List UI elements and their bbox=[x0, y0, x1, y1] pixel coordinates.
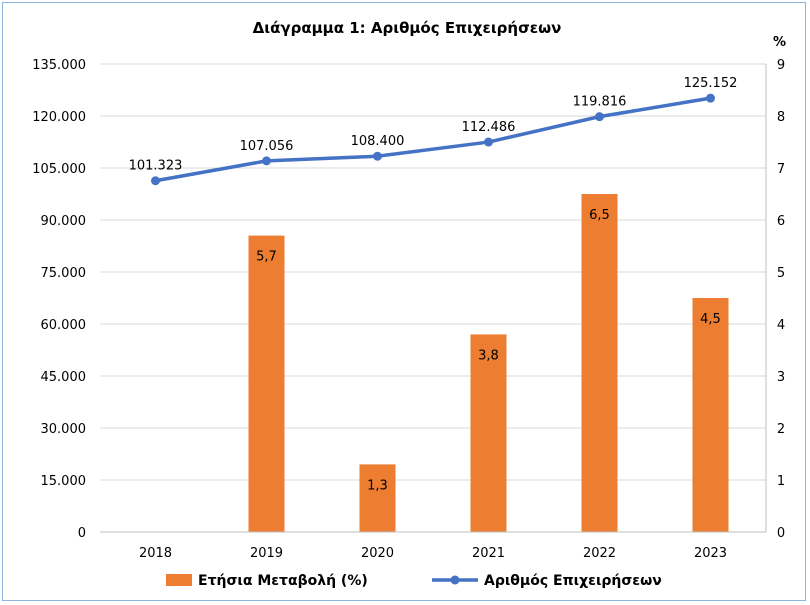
x-axis-tick-label: 2020 bbox=[361, 546, 394, 561]
right-axis-tick-label: 0 bbox=[777, 526, 785, 541]
line-point bbox=[595, 112, 604, 122]
bar-data-label: 6,5 bbox=[589, 208, 610, 223]
bar-data-label: 5,7 bbox=[256, 250, 277, 265]
line-data-label: 101.323 bbox=[129, 159, 183, 174]
line-point bbox=[151, 176, 160, 186]
bar bbox=[692, 298, 729, 532]
x-axis-tick-label: 2018 bbox=[139, 546, 172, 561]
left-axis-tick-label: 15.000 bbox=[41, 474, 87, 489]
x-axis-tick-label: 2021 bbox=[472, 546, 505, 561]
x-axis-tick-label: 2019 bbox=[250, 546, 283, 561]
bar bbox=[581, 194, 618, 532]
right-axis-tick-label: 8 bbox=[777, 110, 785, 125]
x-axis-tick-label: 2022 bbox=[583, 546, 616, 561]
line-data-label: 119.816 bbox=[573, 95, 627, 110]
legend-bar-swatch bbox=[166, 574, 192, 586]
axes: 015.00030.00045.00060.00075.00090.000105… bbox=[32, 58, 785, 561]
bar-data-label: 4,5 bbox=[700, 312, 721, 327]
right-axis-tick-label: 1 bbox=[777, 474, 785, 489]
right-axis-tick-label: 4 bbox=[777, 318, 785, 333]
bar-data-label: 3,8 bbox=[478, 348, 499, 363]
series-line bbox=[153, 96, 713, 183]
legend-bar-label: Ετήσια Μεταβολή (%) bbox=[198, 573, 368, 589]
right-axis-tick-label: 6 bbox=[777, 214, 785, 229]
left-axis-tick-label: 135.000 bbox=[32, 58, 86, 73]
line-series: 101.323 107.056 108.400 112.486 119.816 125.1… bbox=[129, 76, 738, 186]
left-axis-tick-label: 60.000 bbox=[41, 318, 87, 333]
line-point bbox=[373, 151, 382, 161]
left-axis-tick-label: 90.000 bbox=[41, 214, 87, 229]
x-axis-tick-label: 2023 bbox=[694, 546, 727, 561]
bar-series: 5,7 1,3 3,8 6,5 4,5 bbox=[248, 194, 729, 532]
right-axis-tick-label: 7 bbox=[777, 162, 785, 177]
line-data-label: 112.486 bbox=[462, 120, 516, 135]
line-data-label: 107.056 bbox=[240, 139, 294, 154]
right-axis-unit: % bbox=[773, 35, 786, 50]
left-axis-tick-label: 120.000 bbox=[32, 110, 86, 125]
legend-line-marker bbox=[450, 575, 460, 585]
legend: Ετήσια Μεταβολή (%) Αριθμός Επιχειρήσεων bbox=[166, 573, 662, 589]
bar bbox=[248, 235, 285, 532]
left-axis-tick-label: 0 bbox=[78, 526, 86, 541]
line-point bbox=[706, 93, 715, 103]
line-point bbox=[262, 156, 271, 166]
right-axis-tick-label: 2 bbox=[777, 422, 785, 437]
bar bbox=[359, 464, 396, 532]
left-axis-tick-label: 75.000 bbox=[41, 266, 87, 281]
right-axis-tick-label: 3 bbox=[777, 370, 785, 385]
right-axis-tick-label: 9 bbox=[777, 58, 785, 73]
chart-title: Διάγραμμα 1: Αριθμός Επιχειρήσεων bbox=[253, 19, 562, 37]
left-axis-tick-label: 45.000 bbox=[41, 370, 87, 385]
legend-line-label: Αριθμός Επιχειρήσεων bbox=[484, 573, 662, 589]
line-data-label: 125.152 bbox=[684, 76, 738, 91]
line-data-label: 108.400 bbox=[351, 134, 405, 149]
line-point bbox=[484, 137, 493, 147]
left-axis-tick-label: 30.000 bbox=[41, 422, 87, 437]
right-axis-tick-label: 5 bbox=[777, 266, 785, 281]
grid-lines bbox=[100, 63, 766, 533]
bar bbox=[470, 334, 507, 532]
bar-data-label: 1,3 bbox=[367, 478, 388, 493]
left-axis-tick-label: 105.000 bbox=[32, 162, 86, 177]
